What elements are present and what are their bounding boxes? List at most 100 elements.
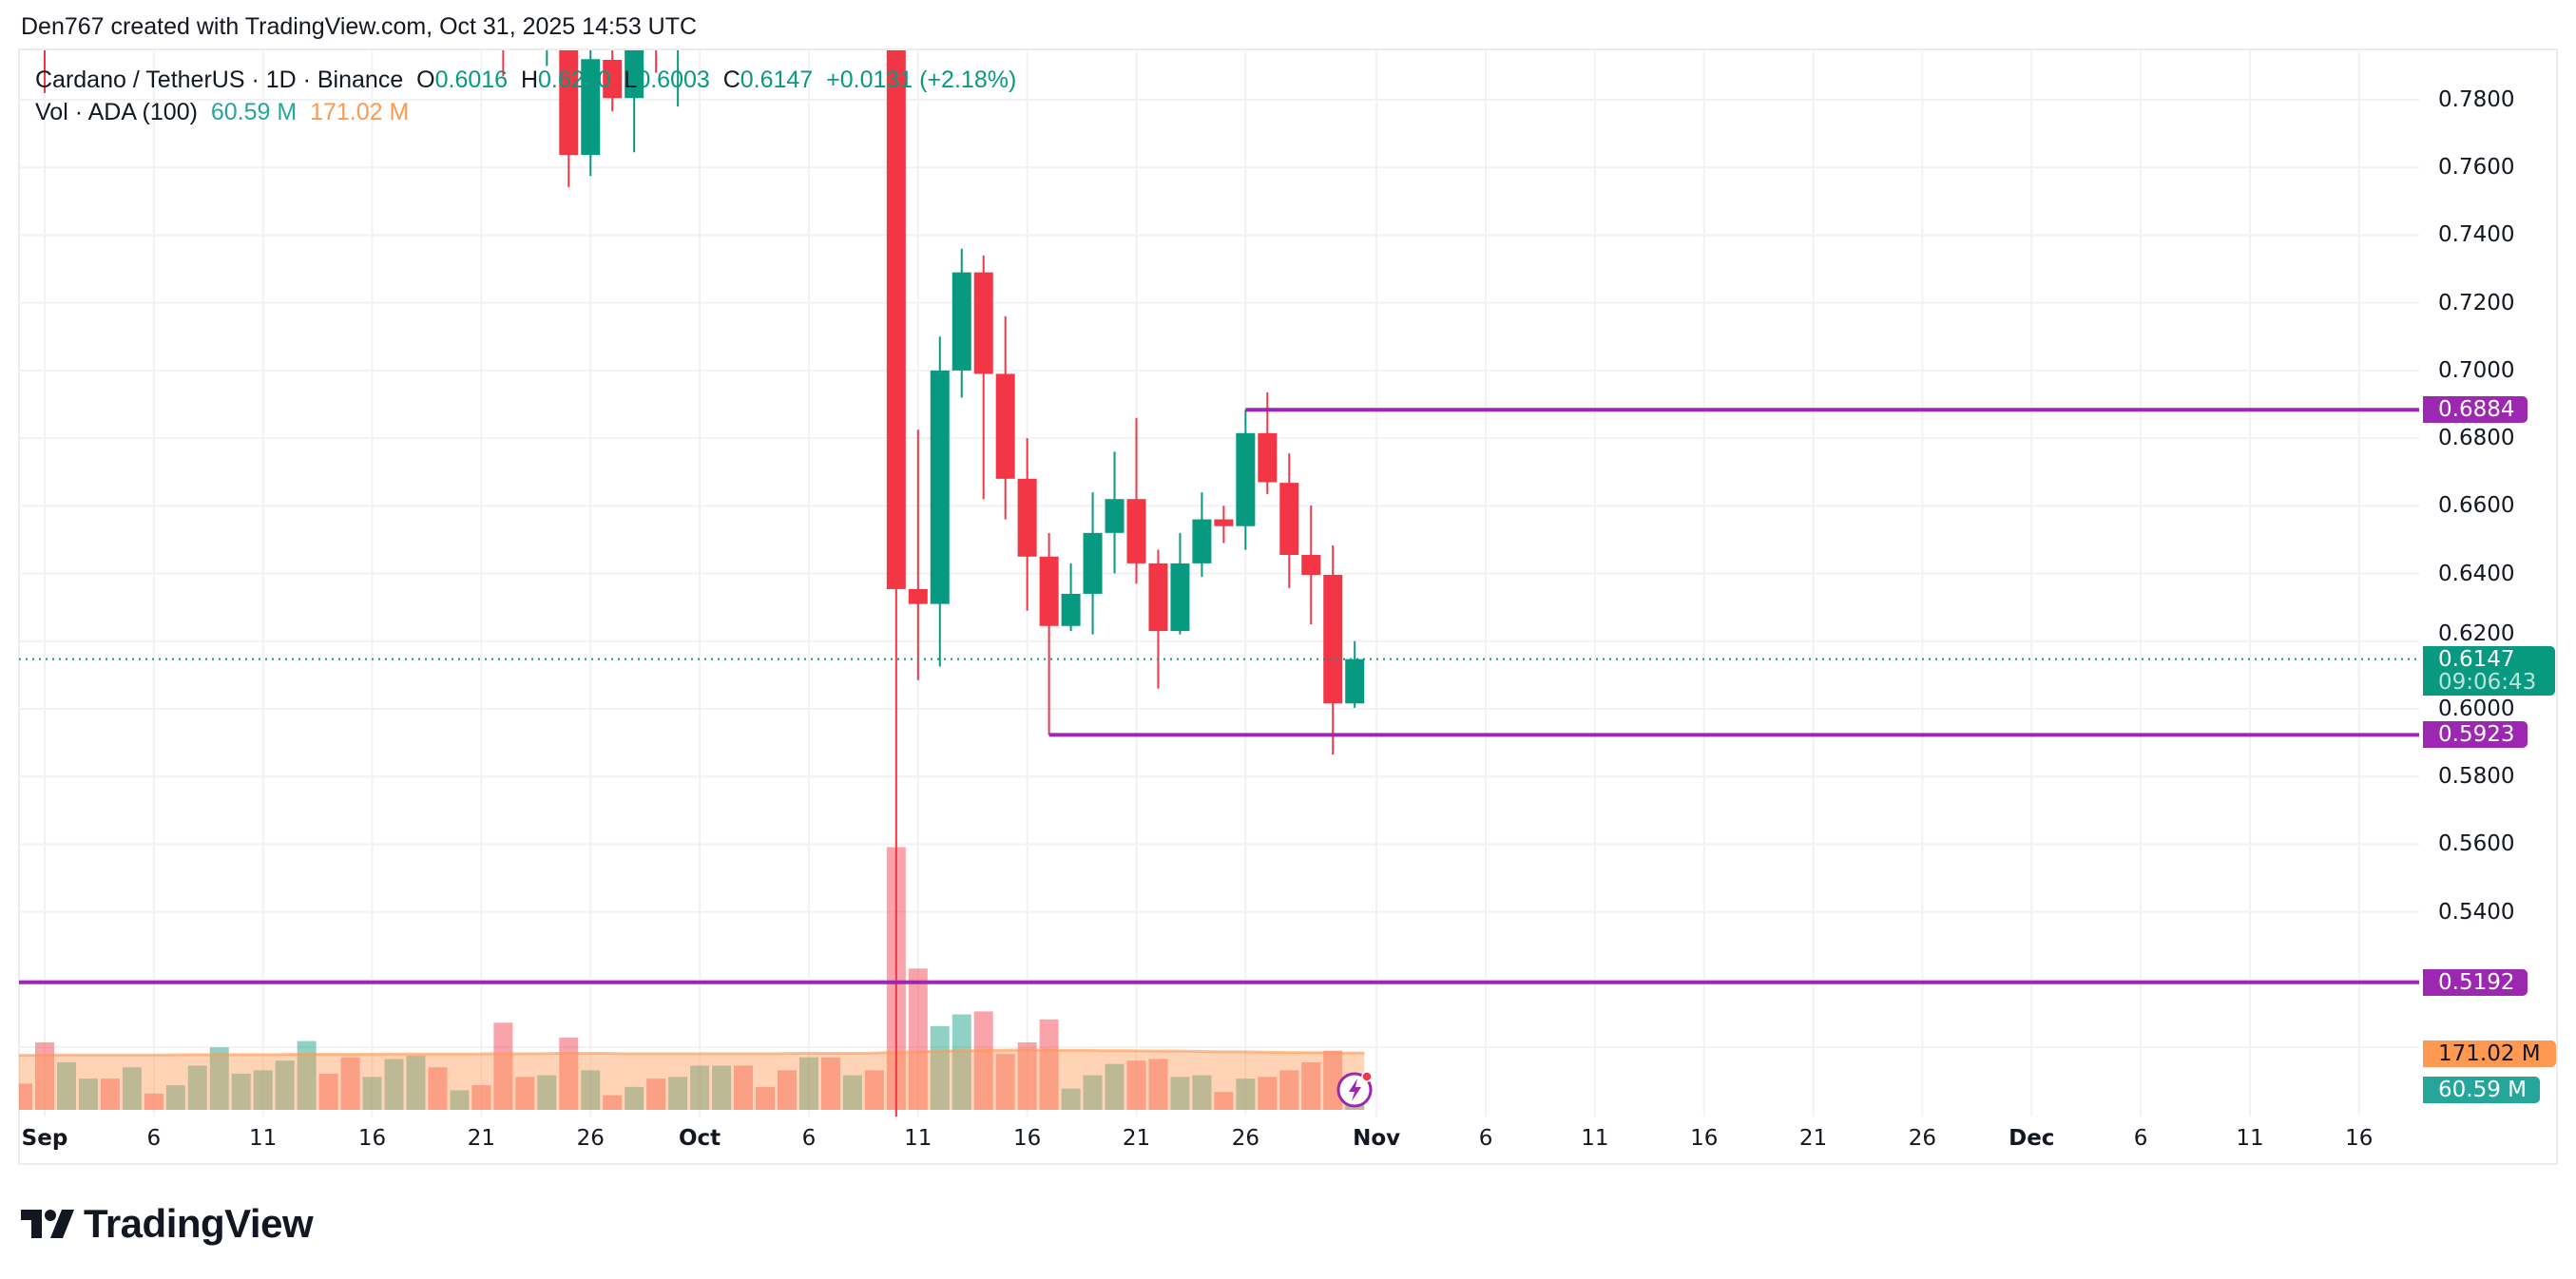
volume-bar [209,1047,229,1110]
volume-bar [450,1090,470,1110]
volume-bar [1236,1079,1256,1110]
open-label: O [416,67,435,93]
volume-bar [668,1077,688,1110]
candle-body [625,50,644,99]
time-tick-label: 6 [1478,1126,1493,1151]
price-tick-label: 0.7600 [2438,155,2515,181]
current-price-badge: 0.6147 09:06:43 [2423,645,2556,696]
price-tick-label: 0.5800 [2438,764,2515,790]
volume-bar [1148,1059,1168,1110]
volume-bar [581,1070,601,1110]
time-tick-label: 16 [1013,1126,1042,1151]
volume-ma-area [19,1048,1365,1110]
candle-body [973,272,993,374]
volume-title[interactable]: Vol · ADA (100) [35,99,198,125]
time-tick-label: 16 [1690,1126,1719,1151]
candle-body [1061,593,1081,626]
volume-bar [646,1079,666,1110]
volume-bar [1170,1077,1190,1110]
high-label: H [520,67,539,93]
volume-bar [428,1067,448,1110]
level-lines[interactable] [19,408,2419,984]
volume-value: 60.59 M [210,99,298,125]
volume-bar [908,968,928,1110]
time-tick-label: 26 [1908,1126,1937,1151]
candle-body [1214,519,1234,526]
chart-frame [18,48,2558,1165]
grid [19,50,2419,1117]
candle-body [952,272,971,371]
candles [44,50,1365,1117]
candle-body [581,59,601,156]
time-tick-label: 11 [1581,1126,1609,1151]
volume-bar [515,1077,535,1110]
time-tick-label: 6 [801,1126,817,1151]
tradingview-logo[interactable]: TradingView [21,1201,314,1247]
volume-bar [864,1070,884,1110]
price-tick-label: 0.5600 [2438,831,2515,857]
candle-body [559,50,579,156]
volume-bar [56,1061,76,1110]
low-label: L [624,67,638,93]
price-tick-label: 0.6800 [2438,426,2515,451]
volume-bar [1301,1061,1321,1110]
level-price-badge: 0.6884 [2423,396,2528,424]
volume-bar [144,1093,163,1110]
time-tick-label: 11 [2236,1126,2264,1151]
volume-bar [253,1070,273,1110]
low-value: 0.6003 [637,67,710,93]
volume-badge-value: 60.59 M [2438,1078,2527,1102]
attribution: Den767 created with TradingView.com, Oct… [21,13,698,40]
level-price-badge: 0.5192 [2423,968,2528,996]
candle-body [995,373,1015,479]
volume-bar [231,1073,251,1110]
price-tick-label: 0.5400 [2438,899,2515,925]
price-tick-label: 0.6400 [2438,561,2515,586]
time-tick-label: 6 [146,1126,162,1151]
volume-bar [1258,1077,1278,1110]
volume-bar [19,1083,33,1110]
candle-body [1258,432,1278,483]
open-value: 0.6016 [434,67,509,93]
time-tick-label: 6 [2133,1126,2148,1151]
volume-bar [165,1085,185,1110]
volume-bar [842,1075,862,1110]
time-tick-label: 21 [1122,1126,1151,1151]
volume-bar [952,1014,971,1110]
time-tick-label: 26 [576,1126,605,1151]
volume-bar [100,1079,120,1110]
candle-body [1105,499,1125,533]
volume-bar [559,1038,579,1110]
candle-body [1301,554,1321,575]
volume-bar [1126,1060,1146,1110]
volume-bar [798,1057,818,1110]
candle-body [1126,499,1146,563]
volume-ma-badge: 171.02 M [2423,1040,2556,1067]
candle-body [1192,519,1212,563]
time-tick-label: Sep [21,1126,68,1151]
time-tick-label: 11 [904,1126,932,1151]
volume-bar [318,1073,338,1110]
candle-body [908,588,928,604]
candle-body [1170,563,1190,632]
volume-bar [1061,1088,1081,1110]
volume-bar [1083,1075,1103,1110]
volume-bar [35,1041,54,1110]
close-label: C [722,67,740,93]
candle-body [1148,563,1168,632]
price-tick-label: 0.7200 [2438,290,2515,315]
time-tick-label: 16 [357,1126,387,1151]
price-tick-label: 0.7400 [2438,222,2515,248]
legend-symbol-row: Cardano / TetherUS · 1D · Binance O0.601… [35,67,1016,94]
volume-bar [712,1065,732,1110]
volume-bar [1039,1019,1059,1110]
volume-bar [734,1065,754,1110]
volume-bar [930,1025,950,1110]
lightning-icon[interactable] [1335,1068,1376,1110]
symbol-title[interactable]: Cardano / TetherUS · 1D · Binance [35,67,404,93]
volume-bar [537,1075,557,1110]
volume-ma-line [19,1048,1365,1058]
volume-bar [1214,1092,1234,1110]
volume-bar [1192,1075,1212,1110]
